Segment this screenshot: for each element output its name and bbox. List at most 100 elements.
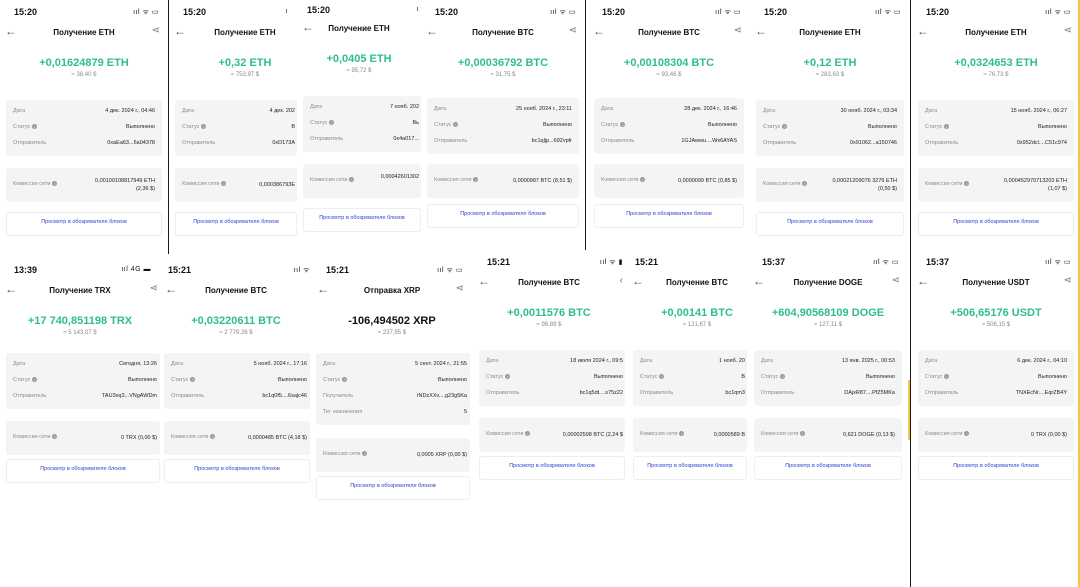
date-label: Дата <box>13 361 26 367</box>
fee-panel: Комиссия сети i 0,00021209076 3276 ETH (0,5… <box>756 168 904 202</box>
sender-value[interactable]: TNXEcNr....EqrZB4Y <box>1015 390 1067 396</box>
share-icon[interactable]: ⋖ <box>1063 275 1072 286</box>
explorer-button[interactable]: Просмотр в обозревателе блоков <box>918 212 1074 236</box>
sender-value[interactable]: bc1qm3 <box>725 390 745 396</box>
info-icon[interactable]: i <box>964 181 970 187</box>
back-arrow-icon[interactable]: ← <box>5 282 17 296</box>
info-icon[interactable]: i <box>679 431 685 437</box>
back-arrow-icon[interactable]: ← <box>317 282 329 296</box>
status-value: Выполнено <box>708 122 737 128</box>
info-icon[interactable]: i <box>944 374 950 380</box>
share-icon[interactable]: ⋖ <box>568 25 577 36</box>
share-icon[interactable]: ⋖ <box>149 283 158 294</box>
back-arrow-icon[interactable]: ← <box>917 274 929 288</box>
sender-value[interactable]: 0x952dcl....C51c974 <box>1016 140 1067 146</box>
back-arrow-icon[interactable]: ← <box>632 274 644 288</box>
info-icon[interactable]: i <box>221 181 227 187</box>
sender-value[interactable]: 0xaEa63...6a04378 <box>107 140 155 146</box>
explorer-button[interactable]: Просмотр в обозревателе блоков <box>633 456 747 480</box>
info-icon[interactable]: i <box>505 374 511 380</box>
info-icon[interactable]: i <box>342 377 348 383</box>
info-icon[interactable]: i <box>210 434 216 440</box>
back-arrow-icon[interactable]: ← <box>593 24 605 38</box>
explorer-button[interactable]: Просмотр в обозревателе блоков <box>175 212 297 236</box>
sender-value[interactable]: bc1q5dt....s75z22 <box>579 390 623 396</box>
info-icon[interactable]: i <box>964 431 970 437</box>
explorer-button[interactable]: Просмотр в обозревателе блоков <box>6 212 162 236</box>
info-icon[interactable]: i <box>525 431 531 437</box>
tx-card-eth-5: 15:20 ııl ᯤ ▭ ← Получение ETH ⋖ +0,0324653 … <box>912 0 1080 250</box>
status-value: Выполнено <box>1038 374 1067 380</box>
amount: +0,0405 ETH <box>326 53 392 65</box>
info-icon[interactable]: i <box>620 122 626 128</box>
info-icon[interactable]: i <box>780 374 786 380</box>
info-icon[interactable]: i <box>473 177 479 183</box>
sender-value[interactable]: 0xD173A <box>272 140 295 146</box>
tx-card-btc-2: 15:20 ııl ᯤ ▭ ← Получение BTC ⋖ +0,00108304… <box>588 0 750 240</box>
status-label: Статус i <box>925 374 950 380</box>
info-icon[interactable]: i <box>201 124 207 130</box>
back-arrow-icon[interactable]: ← <box>174 24 186 38</box>
info-icon[interactable]: i <box>800 431 806 437</box>
explorer-button[interactable]: Просмотр в обозревателе блоков <box>427 204 579 228</box>
status-value: В <box>741 374 745 380</box>
back-arrow-icon[interactable]: ← <box>302 20 314 34</box>
status-time: 15:37 <box>762 257 786 267</box>
explorer-button[interactable]: Просмотр в обозревателе блоков <box>594 204 744 228</box>
info-icon[interactable]: i <box>32 377 38 383</box>
tx-card-trx: 13:39 ııl 4G ▬ ← Получение TRX ⋖ +17 740,85… <box>0 258 160 498</box>
fee-label: Комиссия сети i <box>601 177 646 183</box>
info-icon[interactable]: i <box>52 434 58 440</box>
explorer-button[interactable]: Просмотр в обозревателе блоков <box>6 459 160 483</box>
date-label: Дата <box>761 358 774 364</box>
back-arrow-icon[interactable]: ← <box>753 274 765 288</box>
amount: -106,494502 XRP <box>348 315 436 327</box>
back-arrow-icon[interactable]: ← <box>917 24 929 38</box>
info-icon[interactable]: i <box>782 124 788 130</box>
share-icon[interactable]: ⋖ <box>151 25 160 36</box>
info-icon[interactable]: i <box>362 451 368 457</box>
back-arrow-icon[interactable]: ← <box>5 24 17 38</box>
back-arrow-icon[interactable]: ← <box>755 24 767 38</box>
sender-value[interactable]: bc1qljp...692vpfr <box>531 138 572 144</box>
status-value: Выполнено <box>868 124 897 130</box>
info-icon[interactable]: i <box>453 122 459 128</box>
explorer-button[interactable]: Просмотр в обозревателе блоков <box>756 212 904 236</box>
explorer-button[interactable]: Просмотр в обозревателе блоков <box>918 456 1074 480</box>
sender-value[interactable]: bc1q0f5....6sajc46 <box>262 393 307 399</box>
recipient-value[interactable]: rNDzXXv....g23g5Ka <box>416 393 467 399</box>
share-icon[interactable]: ⋖ <box>455 283 464 294</box>
share-icon[interactable]: ⋖ <box>891 275 900 286</box>
page-title: Получение ETH <box>214 28 276 37</box>
share-icon[interactable]: ⋖ <box>733 25 742 36</box>
info-icon[interactable]: i <box>52 181 58 187</box>
explorer-button[interactable]: Просмотр в обозревателе блоков <box>754 456 902 480</box>
info-icon[interactable]: i <box>640 177 646 183</box>
sender-value[interactable]: DAjxR87....PfZ5MKa <box>844 390 895 396</box>
share-icon[interactable]: ‹ <box>619 275 623 286</box>
signal-wifi-battery-icon: ııl ᯤ ▭ <box>1045 259 1071 266</box>
info-icon[interactable]: i <box>944 124 950 130</box>
explorer-button[interactable]: Просмотр в обозревателе блоков <box>479 456 625 480</box>
info-icon[interactable]: i <box>659 374 665 380</box>
details-panel: Дата 18 июля 2024 г., 09:5 Статус i Выполне… <box>479 350 625 406</box>
back-arrow-icon[interactable]: ← <box>165 282 177 296</box>
info-icon[interactable]: i <box>32 124 38 130</box>
info-icon[interactable]: i <box>329 120 335 126</box>
explorer-button[interactable]: Просмотр в обозревателе блоков <box>316 476 470 500</box>
sender-value[interactable]: 0x4a017... <box>393 136 419 142</box>
share-icon[interactable]: ⋖ <box>1063 25 1072 36</box>
back-arrow-icon[interactable]: ← <box>426 24 438 38</box>
info-icon[interactable]: i <box>802 181 808 187</box>
explorer-button[interactable]: Просмотр в обозревателе блоков <box>164 459 310 483</box>
date-value: 7 нояб. 202 <box>389 104 419 110</box>
explorer-button[interactable]: Просмотр в обозревателе блоков <box>303 208 421 232</box>
sender-value[interactable]: 0x91062...a150746 <box>849 140 897 146</box>
info-icon[interactable]: i <box>349 177 355 183</box>
sender-value[interactable]: TAU3xq3...VNgAWDm <box>101 393 157 399</box>
fee-value: 0,00100108817949 ETH (2,36 $) <box>95 178 155 192</box>
fee-panel: Комиссия сети i 0,0000485 BTC (4,18 $) <box>164 421 310 455</box>
sender-value[interactable]: 1GJAwwu....Wx6AYAS <box>681 138 737 144</box>
info-icon[interactable]: i <box>190 377 196 383</box>
back-arrow-icon[interactable]: ← <box>478 274 490 288</box>
